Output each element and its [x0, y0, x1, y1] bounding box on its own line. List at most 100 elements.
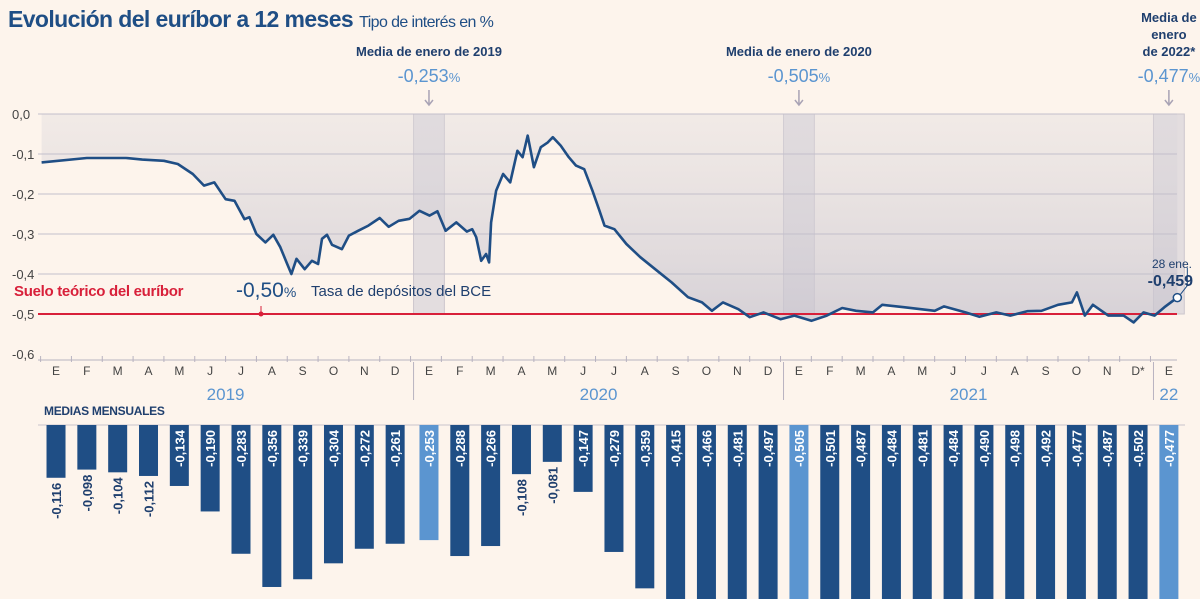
annotation-value-number: -0,505	[768, 66, 819, 86]
x-tick-label: A	[887, 364, 895, 378]
year-label: 2020	[580, 385, 618, 404]
bar	[108, 425, 128, 473]
bar	[851, 425, 871, 599]
x-tick-label: M	[856, 364, 866, 378]
x-tick-label: S	[672, 364, 680, 378]
bar-value-label: -0,190	[203, 430, 218, 467]
last-point-date: 28 ene.	[1152, 257, 1192, 271]
bar-chart-title: MEDIAS MENSUALES	[44, 404, 165, 418]
bar	[820, 425, 840, 599]
bar	[419, 425, 439, 541]
bar-value-label: -0,484	[884, 429, 899, 467]
down-arrow-icon	[424, 90, 434, 107]
y-grid: 0,0 -0,1 -0,2 -0,3 -0,4 -0,5 -0,6	[12, 107, 1177, 362]
bar-value-label: -0,359	[638, 430, 653, 467]
chart-subtitle: Tipo de interés en %	[359, 14, 494, 31]
bar-value-label: -0,356	[265, 430, 280, 467]
x-tick-label: M	[486, 364, 496, 378]
bar-value-label: -0,487	[854, 430, 869, 467]
bar-value-label: -0,466	[699, 430, 714, 467]
annotation-value: -0,505%	[768, 66, 831, 86]
x-tick-label: M	[917, 364, 927, 378]
bar	[293, 425, 313, 580]
x-tick-label: F	[826, 364, 833, 378]
bar-value-label: -0,081	[545, 467, 560, 504]
bar	[542, 425, 562, 462]
bar-value-label: -0,492	[1039, 430, 1054, 467]
bar	[666, 425, 686, 599]
bar-value-label: -0,266	[484, 430, 499, 467]
bar	[231, 425, 251, 554]
bar-value-label: -0,481	[915, 430, 930, 467]
bar	[385, 425, 405, 544]
bar-value-label: -0,116	[49, 483, 64, 519]
bar	[727, 425, 747, 599]
x-tick-label: A	[641, 364, 649, 378]
x-tick-label: E	[795, 364, 803, 378]
bar-value-label: -0,261	[388, 430, 403, 467]
annotations: Media de enero de 2019 -0,253% Media de en…	[356, 10, 1200, 107]
annotation-unit: %	[819, 70, 831, 85]
bar-value-label: -0,304	[326, 429, 341, 467]
chart-title-text: Evolución del euríbor a 12 meses	[8, 6, 353, 32]
annotation-title: de 2022*	[1143, 44, 1197, 59]
bar-value-label: -0,104	[111, 477, 126, 515]
bar	[1005, 425, 1025, 599]
annotation-unit: %	[449, 70, 461, 85]
x-tick-label: N	[360, 364, 369, 378]
bar-value-label: -0,481	[730, 430, 745, 467]
bar-value-label: -0,498	[1008, 430, 1023, 467]
x-axis: E F M A M J J A S O N D E F M A M J J A S O N D E F M A M J J A S O N D* E 20…	[38, 356, 1178, 404]
annotation-value: -0,253%	[398, 66, 461, 86]
x-tick-label: E	[425, 364, 433, 378]
bar-value-label: -0,147	[576, 430, 591, 467]
bar	[1097, 425, 1117, 599]
y-tick-label: -0,2	[12, 187, 34, 202]
last-point-leader	[1179, 267, 1188, 295]
floor-description: Tasa de depósitos del BCE	[311, 283, 491, 300]
bar-value-label: -0,134	[172, 429, 187, 467]
y-tick-label: -0,5	[12, 307, 34, 322]
bar	[139, 425, 159, 476]
down-arrow-icon	[794, 90, 804, 107]
floor-value-unit: %	[284, 284, 296, 300]
bar-value-label: -0,477	[1162, 430, 1177, 467]
bar	[481, 425, 501, 547]
annotation-value-number: -0,477	[1138, 66, 1189, 86]
bar	[696, 425, 716, 599]
bar-value-label: -0,339	[296, 430, 311, 467]
x-tick-label: S	[299, 364, 307, 378]
x-tick-label: E	[52, 364, 60, 378]
y-tick-label: -0,3	[12, 227, 34, 242]
bar-value-label: -0,502	[1131, 430, 1146, 467]
bar	[1128, 425, 1148, 599]
y-tick-label: -0,1	[12, 147, 34, 162]
x-tick-label: J	[950, 364, 956, 378]
bar-value-label: -0,477	[1069, 430, 1084, 467]
bar-value-label: -0,487	[1100, 430, 1115, 467]
area-fill	[41, 114, 1178, 323]
year-label: 2021	[950, 385, 988, 404]
bar-value-label: -0,272	[357, 430, 372, 467]
bar	[169, 425, 189, 486]
year-label: 2019	[207, 385, 245, 404]
bar	[881, 425, 901, 599]
y-tick-label: 0,0	[12, 107, 30, 122]
bar	[912, 425, 932, 599]
bar-value-label: -0,279	[607, 430, 622, 467]
bar-value-label: -0,484	[946, 429, 961, 467]
bar-value-label: -0,253	[422, 430, 437, 467]
bar-value-label: -0,505	[792, 430, 807, 467]
line-series: 28 ene. -0,459	[41, 134, 1193, 324]
bar-value-label: -0,415	[669, 430, 684, 467]
floor-value: -0,50%	[236, 279, 296, 302]
bar-value-label: -0,283	[234, 430, 249, 467]
bar	[200, 425, 220, 512]
annotation-title: enero	[1151, 27, 1186, 42]
x-tick-label: M	[174, 364, 184, 378]
last-point-marker	[1172, 292, 1183, 303]
x-tick-label: J	[238, 364, 244, 378]
area-under-curve	[41, 114, 1178, 323]
x-tick-label: O	[1072, 364, 1081, 378]
bar-value-label: -0,112	[142, 481, 157, 517]
